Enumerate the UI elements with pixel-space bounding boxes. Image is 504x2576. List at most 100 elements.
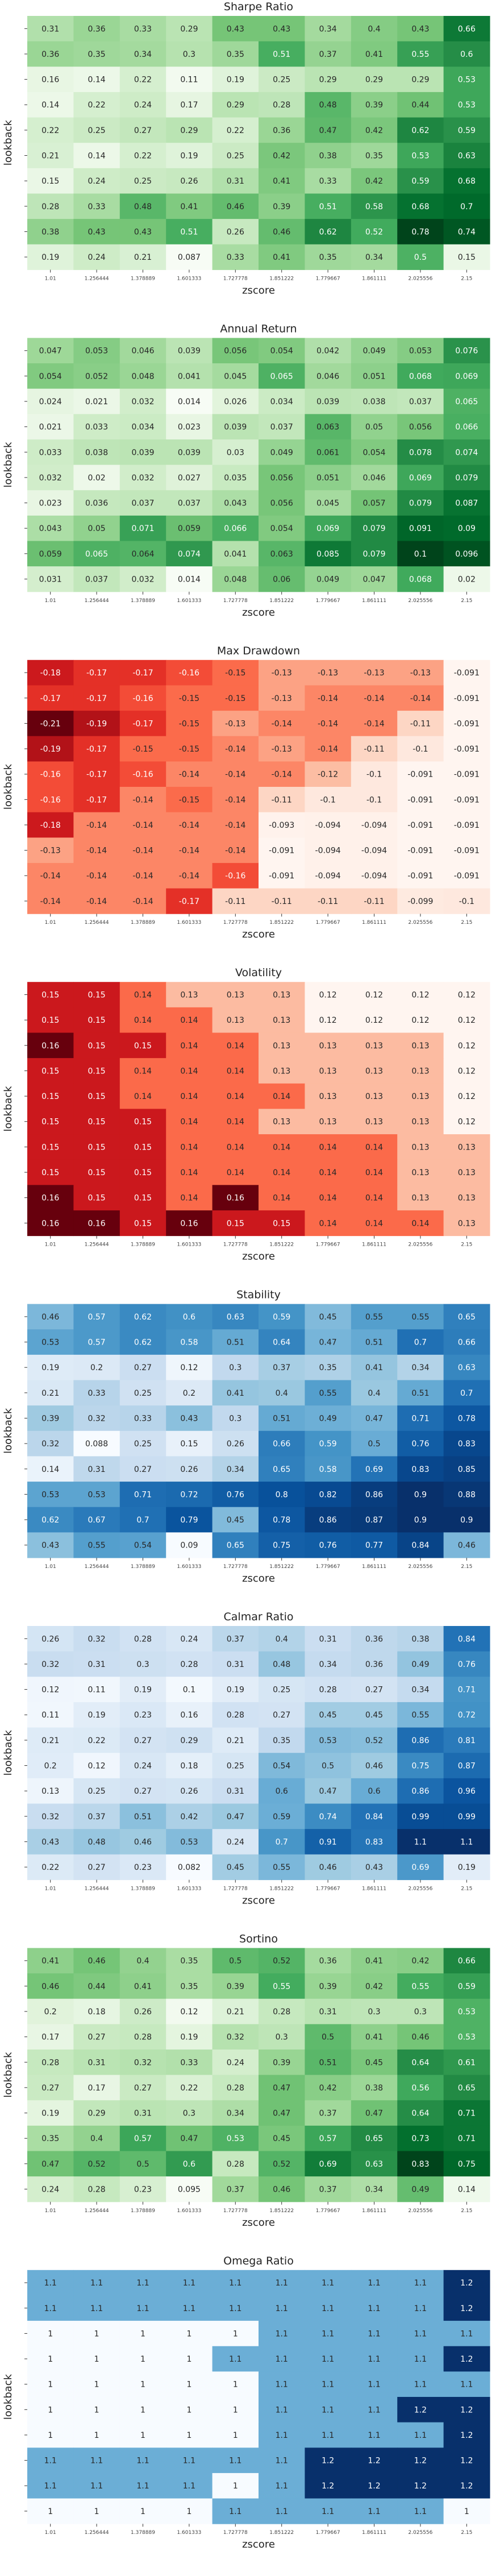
- cell-value-label: -0.13: [272, 694, 292, 703]
- heatmap-panel: Max Drawdown-0.18 -0.17 -0.17 -0.16 -0.15 -0.…: [2, 645, 490, 940]
- cell-value-label: 0.27: [88, 2033, 106, 2042]
- heatmap-cell: [443, 541, 490, 567]
- cell-value-label: 0.33: [227, 253, 244, 262]
- cell-value-label: 0.066: [455, 423, 478, 432]
- cell-value-label: 0.34: [227, 2109, 244, 2118]
- cell-value-label: 0.22: [88, 101, 106, 110]
- cell-value-label: -0.13: [225, 719, 245, 728]
- cell-value-label: 1.1: [276, 2355, 288, 2364]
- heatmap-cell: [397, 2397, 444, 2423]
- heatmap-cell: [305, 1329, 352, 1355]
- cell-value-label: 1.1: [229, 2355, 241, 2364]
- cell-value-label: -0.14: [132, 872, 153, 881]
- heatmap-cell: [351, 1854, 398, 1880]
- heatmap-cell: [27, 1854, 74, 1880]
- heatmap-cell: [119, 888, 166, 914]
- cell-value-label: 0.14: [180, 1194, 198, 1203]
- heatmap-cell: [351, 1405, 398, 1432]
- heatmap-cell: [397, 541, 444, 567]
- heatmap-cell: [166, 2448, 213, 2474]
- heatmap-cell: [166, 464, 213, 491]
- heatmap-cell: [305, 2346, 352, 2372]
- heatmap-cell: [166, 388, 213, 414]
- cell-value-label: 0.09: [458, 524, 476, 533]
- cell-value-label: 0.22: [41, 126, 59, 135]
- cell-value-label: -0.16: [132, 770, 153, 779]
- cell-value-label: 0.021: [85, 397, 108, 406]
- x-tick-label: 1.851222: [269, 920, 294, 926]
- cell-value-label: 1: [94, 2507, 99, 2516]
- cell-value-label: 0.032: [131, 397, 154, 406]
- cell-value-label: 0.014: [178, 397, 201, 406]
- cell-value-label: 0.095: [178, 2185, 201, 2194]
- heatmap-cell: [27, 1727, 74, 1753]
- cell-value-label: 0.35: [180, 1957, 198, 1966]
- cell-value-label: 0.24: [88, 253, 106, 262]
- cell-value-label: 0.74: [319, 1812, 337, 1822]
- heatmap-cell: [351, 168, 398, 194]
- cell-value-label: 0.52: [88, 2160, 106, 2169]
- cell-value-label: 0.37: [88, 1812, 106, 1822]
- heatmap-cell: [397, 1532, 444, 1558]
- heatmap-cell: [73, 2100, 120, 2126]
- cell-value-label: 0.31: [319, 2007, 337, 2017]
- cell-value-label: 0.11: [88, 1686, 106, 1695]
- cell-value-label: 0.039: [131, 448, 154, 457]
- heatmap-cell: [305, 2473, 352, 2499]
- heatmap-cell: [443, 1456, 490, 1482]
- cell-value-label: 0.14: [273, 1194, 290, 1203]
- heatmap-cell: [166, 1007, 213, 1033]
- cell-value-label: 0.83: [411, 2160, 429, 2169]
- cell-value-label: 0.46: [365, 1762, 383, 1771]
- cell-value-label: 0.056: [270, 499, 293, 508]
- heatmap-cell: [166, 1829, 213, 1855]
- heatmap-cell: [259, 92, 305, 118]
- heatmap-cell: [119, 1109, 166, 1135]
- heatmap-cell: [73, 1380, 120, 1406]
- cell-value-label: 0.079: [363, 524, 385, 533]
- cell-value-label: 0.28: [227, 2160, 244, 2169]
- cell-value-label: 0.34: [411, 1686, 429, 1695]
- heatmap-cell: [166, 41, 213, 67]
- heatmap-cell: [73, 41, 120, 67]
- cell-value-label: 0.29: [88, 2109, 106, 2118]
- cell-value-label: -0.091: [407, 795, 433, 804]
- heatmap-cell: [443, 888, 490, 914]
- cell-value-label: 0.14: [180, 1042, 198, 1051]
- cell-value-label: 0.02: [88, 474, 106, 483]
- cell-value-label: 0.19: [180, 2033, 198, 2042]
- heatmap-cell: [27, 143, 74, 169]
- heatmap-cell: [166, 566, 213, 592]
- cell-value-label: -0.14: [132, 795, 153, 804]
- cell-value-label: 1.1: [44, 2304, 57, 2313]
- heatmap-cell: [351, 1134, 398, 1160]
- heatmap-cell: [212, 2295, 259, 2321]
- heatmap-cell: [397, 1380, 444, 1406]
- heatmap-cell: [27, 1456, 74, 1482]
- cell-value-label: 0.13: [411, 1067, 429, 1076]
- heatmap-cell: [27, 837, 74, 864]
- heatmap-cell: [259, 1380, 305, 1406]
- x-axis-label: zscore: [242, 1251, 275, 1263]
- heatmap-cell: [212, 541, 259, 567]
- cell-value-label: 0.38: [319, 152, 337, 161]
- cell-value-label: 0.12: [458, 1067, 476, 1076]
- heatmap-cell: [397, 1854, 444, 1880]
- heatmap-cell: [166, 1651, 213, 1677]
- heatmap-cell: [397, 1727, 444, 1753]
- heatmap-cell: [27, 338, 74, 364]
- cell-value-label: 0.74: [458, 227, 476, 237]
- heatmap-cell: [259, 541, 305, 567]
- heatmap-cell: [351, 414, 398, 440]
- cell-value-label: 0.13: [227, 1016, 244, 1025]
- heatmap-cell: [166, 1134, 213, 1160]
- heatmap-cell: [166, 2321, 213, 2347]
- cell-value-label: -0.091: [454, 719, 480, 728]
- heatmap-cell: [351, 787, 398, 813]
- cell-value-label: 1: [186, 2431, 191, 2440]
- heatmap-cell: [305, 16, 352, 42]
- heatmap-cell: [259, 1007, 305, 1033]
- cell-value-label: 0.5: [136, 2160, 149, 2169]
- heatmap-cell: [166, 1507, 213, 1533]
- cell-value-label: 0.2: [90, 1363, 103, 1372]
